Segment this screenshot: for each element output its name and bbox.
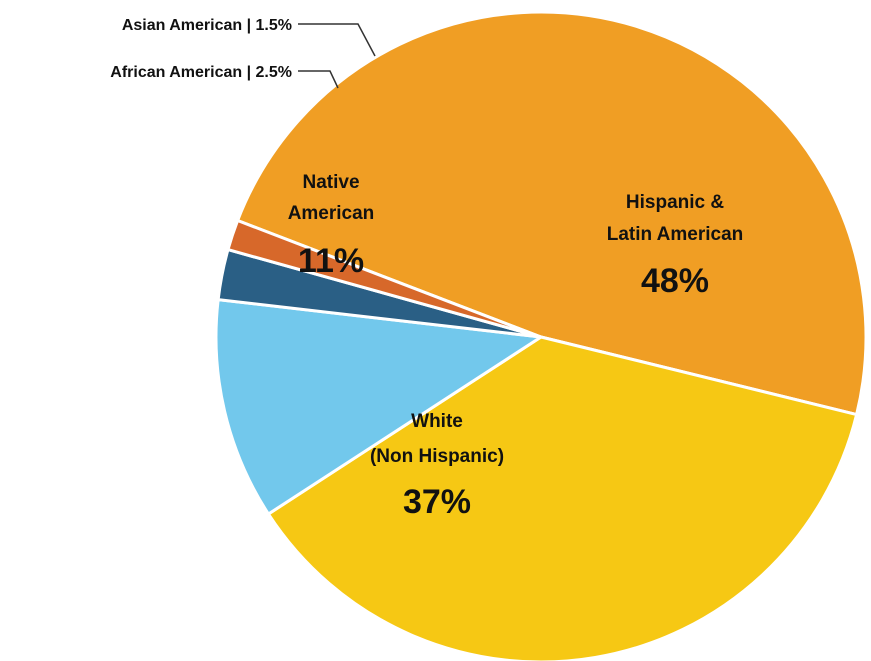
- slice-label-white-line1: White: [411, 411, 463, 432]
- slice-label-hispanic-line1: Hispanic &: [626, 192, 724, 213]
- slice-label-white-line2: (Non Hispanic): [370, 446, 504, 467]
- slice-label-native-line2: American: [288, 203, 375, 224]
- pie-slice-native-american: [214, 298, 543, 516]
- slice-value-white: 37%: [403, 483, 471, 521]
- leader-lines: [298, 23, 376, 89]
- slice-label-asian-american: Asian American | 1.5%: [122, 17, 292, 34]
- pie-slice-white-non-hispanic: [266, 335, 859, 661]
- leader-line-african-american: [298, 70, 339, 89]
- pie-slices: [214, 10, 868, 661]
- pie-slice-hispanic-latin-american: [236, 10, 868, 417]
- pie-slice-asian-american: [226, 219, 543, 339]
- slice-label-hispanic-line2: Latin American: [607, 224, 744, 245]
- slice-label-native-line1: Native: [302, 172, 359, 193]
- slice-label-african-american: African American | 2.5%: [110, 64, 292, 81]
- slice-value-hispanic: 48%: [641, 262, 709, 300]
- slice-value-native: 11%: [298, 242, 364, 280]
- leader-line-asian-american: [298, 23, 376, 57]
